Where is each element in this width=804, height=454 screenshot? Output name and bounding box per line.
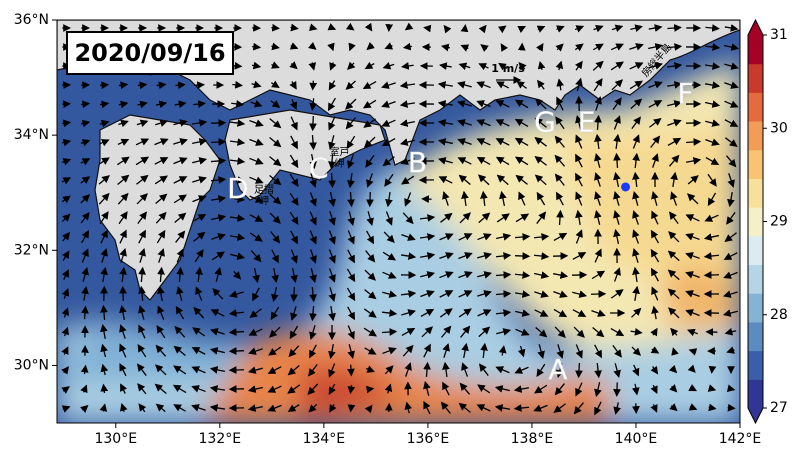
current-arrow [313,81,314,90]
colorbar-segment [748,351,763,380]
point-label: G [534,106,556,139]
current-arrow [351,365,352,376]
point-label: B [408,146,427,179]
scale-label: 1 m/s [491,62,525,75]
point-label: A [548,353,567,386]
current-arrow [579,363,580,377]
colorbar-segment [748,121,763,150]
current-arrow [230,351,244,352]
current-arrow [424,28,429,29]
colorbar-tick-label: 31 [770,27,788,43]
current-arrow [728,408,735,409]
current-arrow [62,104,70,105]
x-tick-label: 140°E [615,431,658,447]
station-marker [621,182,630,191]
y-tick-label: 36°N [14,12,49,28]
map-area [57,20,740,423]
colorbar-segment [748,379,763,408]
current-arrow [465,25,466,30]
colorbar-tick-label: 27 [770,400,788,416]
colorbar-extend-high [748,20,763,35]
x-tick-label: 132°E [199,431,242,447]
current-arrow [233,66,241,67]
colorbar-segment [748,35,763,64]
colorbar-segment [748,293,763,322]
point-label: D [227,172,249,205]
colorbar: 27 28 29 30 31 [748,20,788,423]
current-arrow [313,116,314,130]
colorbar-segment [748,178,763,207]
current-arrow [271,28,278,29]
current-arrow [230,332,244,333]
current-arrow [81,104,89,105]
current-arrow [104,287,105,301]
colorbar-segment [748,92,763,121]
x-tick-label: 142°E [719,431,762,447]
current-arrow [211,142,225,143]
place-name: 足摺 [254,183,274,196]
current-arrow [123,287,124,301]
y-tick-label: 32°N [14,242,49,258]
current-arrow [294,287,295,301]
current-arrow [705,275,719,276]
x-tick-label: 134°E [303,431,346,447]
colorbar-tick-label: 29 [770,214,788,230]
current-arrow [119,85,127,86]
point-label: C [309,152,329,185]
place-name: 室戸 [329,145,349,158]
y-tick-label: 34°N [14,127,49,143]
x-tick-label: 136°E [407,431,450,447]
colorbar-segment [748,207,763,236]
current-arrow [85,307,86,319]
current-arrow [515,256,529,257]
point-label: F [677,77,693,110]
colorbar-segment [748,236,763,265]
current-arrow [252,47,260,48]
place-name: 岬 [259,195,269,207]
colorbar-segment [748,150,763,179]
colorbar-segment [748,265,763,294]
place-name: 岬 [334,158,344,170]
point-label: E [578,106,596,139]
current-arrow [560,211,561,225]
x-tick-label: 138°E [511,431,554,447]
current-arrow [351,405,352,411]
colorbar-tick-label: 28 [770,307,788,323]
current-arrow [100,85,108,86]
colorbar-segment [748,322,763,351]
colorbar-tick-label: 30 [770,120,788,136]
colorbar-extend-low [748,408,763,423]
colorbar-segment [748,64,763,93]
date-label: 2020/09/16 [74,39,225,67]
y-tick-label: 30°N [14,357,49,373]
x-tick-label: 130°E [94,431,137,447]
current-arrow [712,367,713,372]
current-arrow [194,85,203,86]
